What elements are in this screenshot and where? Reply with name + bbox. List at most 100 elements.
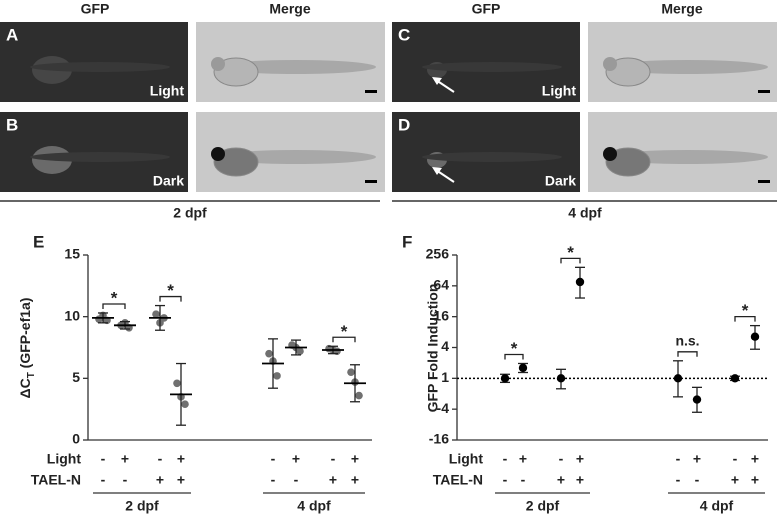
fish-eye bbox=[211, 147, 225, 161]
panel-letter: E bbox=[33, 232, 44, 251]
tael-sign: + bbox=[731, 472, 739, 488]
light-sign: + bbox=[751, 451, 759, 467]
y-tick-label: 15 bbox=[64, 246, 80, 262]
fish-yolk bbox=[605, 147, 651, 177]
scale-bar bbox=[758, 90, 770, 93]
panel-letter: A bbox=[6, 25, 18, 44]
light-sign: - bbox=[733, 451, 738, 467]
condition-label: Dark bbox=[545, 173, 576, 189]
data-point bbox=[347, 368, 355, 376]
light-sign: + bbox=[292, 451, 300, 467]
mean-point bbox=[500, 374, 510, 383]
tael-sign: + bbox=[177, 472, 185, 488]
mean-point bbox=[575, 277, 585, 287]
significance-label: * bbox=[742, 301, 749, 320]
data-point bbox=[273, 372, 281, 380]
tael-sign: + bbox=[329, 472, 337, 488]
data-point bbox=[355, 391, 363, 400]
significance-bracket bbox=[734, 315, 756, 322]
y-tick-label: 0 bbox=[72, 431, 80, 447]
data-point bbox=[181, 400, 189, 409]
tael-sign: - bbox=[521, 472, 526, 488]
scale-bar bbox=[365, 90, 377, 93]
light-sign: - bbox=[271, 451, 276, 467]
arrow-head bbox=[432, 167, 442, 175]
y-label-part: T bbox=[26, 372, 37, 378]
gfp-image bbox=[392, 22, 580, 102]
significance-bracket bbox=[560, 257, 581, 264]
significance-label: * bbox=[111, 288, 118, 307]
gfp-image bbox=[0, 112, 188, 192]
y-label-part: ΔC bbox=[17, 378, 33, 398]
data-point bbox=[173, 379, 181, 388]
tael-sign: - bbox=[294, 472, 299, 488]
light-sign: - bbox=[158, 451, 163, 467]
light-sign: - bbox=[101, 451, 106, 467]
panel-letter: B bbox=[6, 115, 18, 134]
significance-label: * bbox=[341, 322, 348, 341]
fish-eye bbox=[603, 57, 617, 71]
tael-sign: + bbox=[351, 472, 359, 488]
y-tick-label: 10 bbox=[64, 307, 80, 323]
column-header: Merge bbox=[661, 1, 702, 17]
mean-point bbox=[673, 374, 683, 383]
y-axis-label: GFP Fold Induction bbox=[425, 284, 441, 413]
significance-bracket bbox=[332, 336, 356, 343]
fish-yolk bbox=[213, 147, 259, 177]
y-tick-label: 64 bbox=[433, 277, 449, 293]
fish-yolk bbox=[605, 57, 651, 87]
condition-label: Dark bbox=[153, 173, 184, 189]
significance-label: * bbox=[567, 243, 574, 262]
group-label: 4 dpf bbox=[297, 498, 331, 514]
gfp-body bbox=[422, 62, 562, 72]
panel-letter: C bbox=[398, 25, 410, 44]
stage-label: 4 dpf bbox=[568, 205, 602, 221]
y-tick-label: 5 bbox=[72, 369, 80, 385]
light-sign: - bbox=[503, 451, 508, 467]
gfp-body bbox=[30, 62, 170, 72]
column-header: GFP bbox=[472, 1, 501, 17]
y-axis-label: ΔCT (GFP-ef1a) bbox=[17, 298, 37, 399]
tael-sign: - bbox=[271, 472, 276, 488]
tael-sign: + bbox=[576, 472, 584, 488]
panel-letter: D bbox=[398, 115, 410, 134]
data-point bbox=[152, 310, 160, 319]
light-sign: - bbox=[331, 451, 336, 467]
column-header: GFP bbox=[81, 1, 110, 17]
significance-label: n.s. bbox=[675, 332, 699, 348]
y-tick-label: 16 bbox=[433, 307, 449, 323]
tael-sign: + bbox=[156, 472, 164, 488]
panel-letter: F bbox=[402, 232, 412, 251]
mean-point bbox=[518, 363, 528, 373]
light-sign: - bbox=[559, 451, 564, 467]
y-tick-label: 256 bbox=[426, 246, 450, 262]
mean-point bbox=[556, 374, 566, 383]
y-tick-label: 4 bbox=[441, 338, 449, 354]
significance-label: * bbox=[167, 281, 174, 300]
fish-yolk bbox=[213, 57, 259, 87]
gfp-body bbox=[30, 152, 170, 162]
group-label: 2 dpf bbox=[125, 498, 159, 514]
light-sign: + bbox=[351, 451, 359, 467]
y-tick-label: 1 bbox=[441, 369, 449, 385]
light-sign: + bbox=[693, 451, 701, 467]
tael-sign: - bbox=[676, 472, 681, 488]
gfp-image bbox=[0, 22, 188, 102]
tael-sign: + bbox=[557, 472, 565, 488]
tael-sign: - bbox=[101, 472, 106, 488]
row-label: TAEL-N bbox=[433, 472, 483, 488]
stage-label: 2 dpf bbox=[173, 205, 207, 221]
significance-bracket bbox=[159, 295, 182, 302]
mean-point bbox=[692, 395, 702, 404]
tael-sign: - bbox=[123, 472, 128, 488]
data-point bbox=[265, 349, 273, 358]
significance-bracket bbox=[677, 351, 698, 357]
column-header: Merge bbox=[269, 1, 310, 17]
fish-eye bbox=[603, 147, 617, 161]
gfp-image bbox=[392, 112, 580, 192]
y-tick-label: -4 bbox=[437, 400, 450, 416]
condition-label: Light bbox=[542, 83, 577, 99]
significance-bracket bbox=[102, 303, 126, 309]
significance-bracket bbox=[504, 353, 524, 360]
mean-point bbox=[730, 374, 740, 383]
